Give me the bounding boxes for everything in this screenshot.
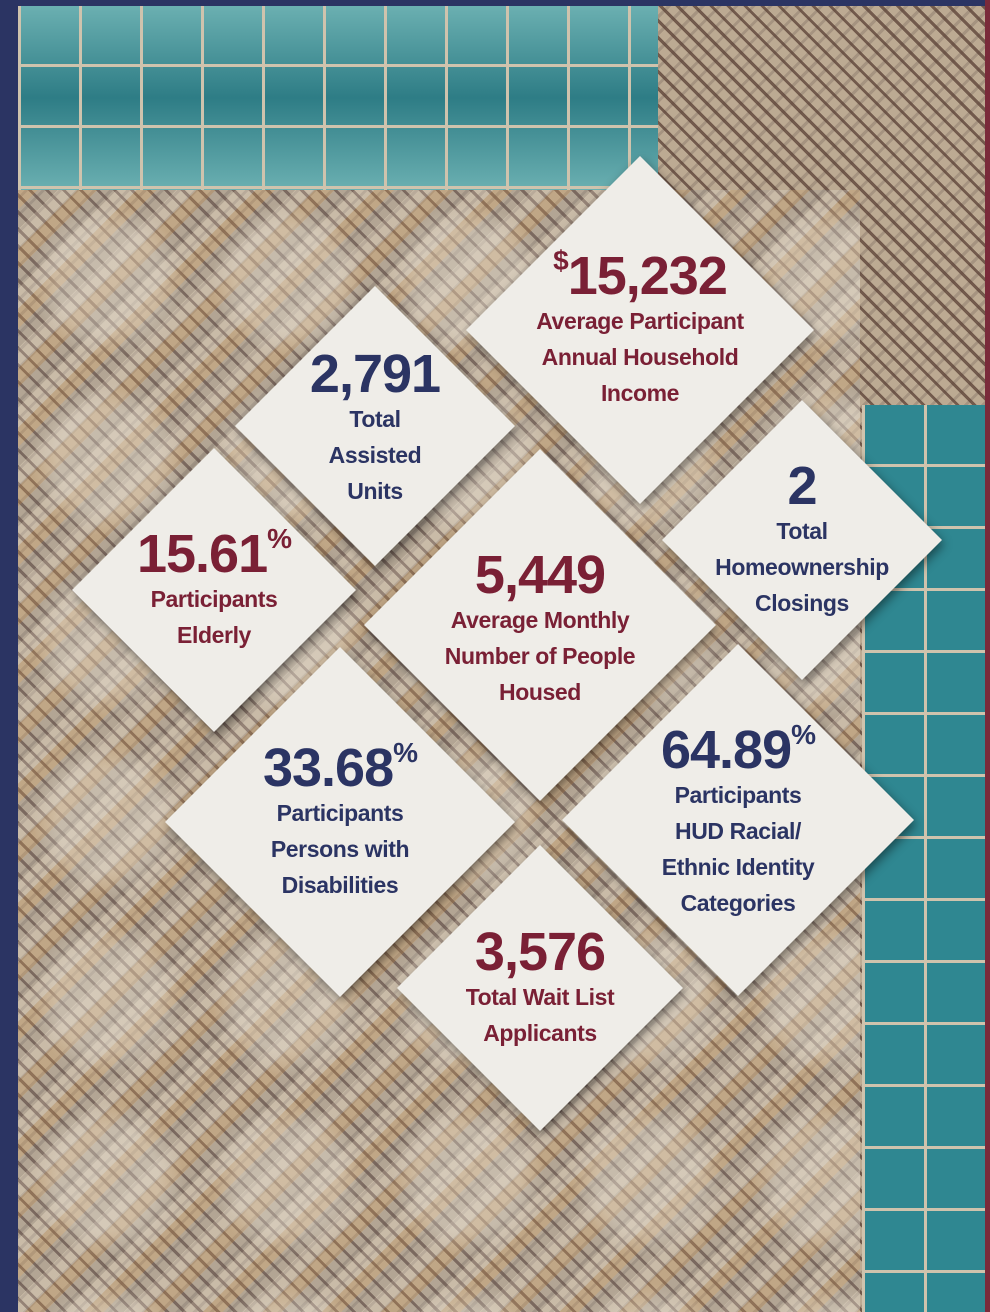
stat-suffix: % [393,737,417,768]
stat-label: Ethnic Identity [662,849,814,885]
stat-label: HUD Racial/ [675,813,801,849]
stat-label: Categories [681,885,796,921]
stat-value: 33.68 [263,738,393,798]
stat-value: 5,449 [475,545,605,605]
stat-label: Total Wait List [466,979,615,1015]
stat-value: 15.61 [137,524,267,584]
stat-label: Applicants [483,1015,597,1051]
border [0,0,990,6]
stat-label: Closings [755,585,849,621]
stat-label: Disabilities [282,867,399,903]
stat-number: 33.68% [263,741,417,795]
stat-number: 2 [787,459,816,513]
stat-value: 2 [787,456,816,516]
stat-label: Total [776,513,827,549]
stat-number: 15.61% [137,527,291,581]
stat-label: Annual Household [542,339,739,375]
page: $15,232Average ParticipantAnnual Househo… [0,0,990,1312]
stat-label: Average Participant [536,303,744,339]
stat-number: 5,449 [475,548,605,602]
stat-suffix: % [267,523,291,554]
border [985,0,990,1312]
stat-label: Average Monthly [451,602,629,638]
stat-label: Homeownership [715,549,889,585]
stat-value: 15,232 [568,246,727,306]
stat-number: $15,232 [553,249,727,303]
stat-value: 2,791 [310,344,440,404]
stat-label: Total [349,401,400,437]
stat-number: 64.89% [661,723,815,777]
stat-label: Persons with [271,831,409,867]
stat-label: Participants [675,777,802,813]
stat-value: 3,576 [475,922,605,982]
stat-number: 2,791 [310,347,440,401]
stat-number: 3,576 [475,925,605,979]
stat-label: Participants [151,581,278,617]
stat-prefix: $ [553,245,568,276]
stat-label: Participants [277,795,404,831]
stat-value: 64.89 [661,720,791,780]
stat-suffix: % [791,719,815,750]
border [0,0,18,1312]
